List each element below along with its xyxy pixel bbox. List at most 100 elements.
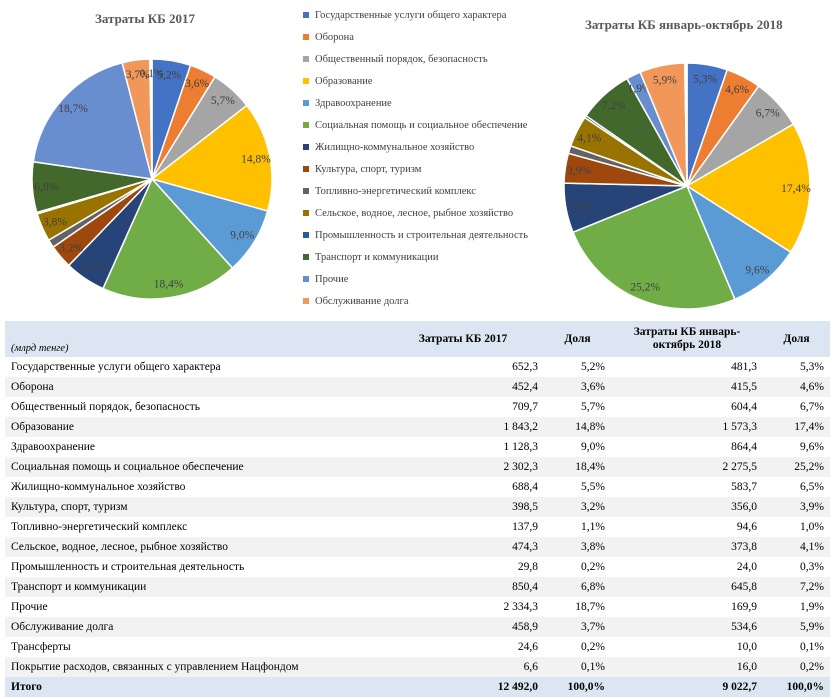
legend-swatch: [303, 56, 309, 62]
row-share-2018: 25,2%: [763, 457, 830, 477]
legend-label: Образование: [315, 75, 373, 87]
chart-title-2017: Затраты КБ 2017: [95, 11, 196, 26]
pie-2017-label-6: 5,5%: [81, 262, 105, 274]
pie-2018-label-3: 17,4%: [781, 183, 811, 195]
pie-2018-slice-15: [684, 62, 688, 187]
table-row: Государственные услуги общего характера 6…: [5, 357, 830, 377]
row-expenses-2017: 24,6: [517, 641, 538, 653]
pie-2017-label-2: 5,7%: [211, 95, 235, 107]
row-category: Топливно-энергетический комплекс: [11, 521, 188, 533]
row-share-2018: 9,6%: [800, 441, 824, 453]
row-expenses-2018: 481,3: [731, 361, 757, 373]
pie-chart-2017: 5,2% 3,6%5,7% 14,8% 9,0% 18,4% 5,5% 3,2% 3,8% 6,…: [31, 58, 273, 300]
legend-label: Прочие: [315, 273, 349, 285]
legend-item: Топливно-энергетический комплекс: [303, 180, 548, 202]
col-share-2018-header: Доля: [763, 321, 830, 357]
row-share-2018: 0,1%: [800, 641, 824, 653]
legend-item: Образование: [303, 70, 548, 92]
table-row: Культура, спорт, туризм 398,5 3,2% 356,0 3,9…: [5, 497, 830, 517]
row-share-2017: 5,5%: [581, 481, 605, 493]
pie-2018-label-4: 9,6%: [745, 264, 769, 276]
table-row: Жилищно-коммунальное хозяйство 688,4 5,5% 5…: [5, 477, 830, 497]
pie-2018-label-7: 3,9%: [567, 165, 591, 177]
legend-swatch: [303, 210, 309, 216]
pie-2018-slice-4: [685, 184, 792, 301]
expenses-table: (млрд тенге) Затраты КБ 2017 Доля Затрат…: [5, 321, 830, 697]
legend-swatch: [303, 144, 309, 150]
legend-label: Промышленность и строительная деятельнос…: [315, 229, 529, 241]
row-share-2018: 0,2%: [763, 657, 830, 677]
row-expenses-2017: 1 843,2: [382, 417, 544, 437]
pie-2017-label-4: 9,0%: [230, 230, 254, 242]
legend-item: Сельское, водное, лесное, рыбное хозяйст…: [303, 202, 548, 224]
legend-swatch: [303, 122, 309, 128]
row-share-2017: 0,1%: [544, 657, 611, 677]
row-expenses-2018: 94,6: [736, 521, 757, 533]
row-expenses-2018: 9 022,7: [611, 677, 763, 697]
table-row: Образование 1 843,2 14,8% 1 573,3 17,4%: [5, 417, 830, 437]
pie-2017-label-13: 3,7%: [126, 69, 150, 81]
row-share-2018: 5,9%: [763, 617, 830, 637]
row-expenses-2017: 2 334,3: [503, 601, 539, 613]
row-expenses-2017: 6,6: [382, 657, 544, 677]
row-category: Социальная помощь и социальное обеспечен…: [5, 457, 382, 477]
legend-item: Общественный порядок, безопасность: [303, 48, 548, 70]
row-share-2017: 0,2%: [581, 561, 605, 573]
legend-label: Социальная помощь и социальное обеспечен…: [315, 119, 528, 131]
row-expenses-2018: 645,8: [611, 577, 763, 597]
legend-swatch: [303, 166, 309, 172]
row-share-2017: 9,0%: [581, 441, 605, 453]
row-category: Здравоохранение: [11, 441, 96, 453]
chart-title-2018: Затраты КБ январь-октябрь 2018: [585, 17, 783, 32]
row-category: Обслуживание долга: [5, 617, 382, 637]
legend-swatch: [303, 232, 309, 238]
row-category: Жилищно-коммунальное хозяйство: [11, 481, 186, 493]
row-share-2018: 17,4%: [763, 417, 830, 437]
pie-2017-label-9: 3,8%: [43, 217, 67, 229]
row-share-2018: 1,9%: [800, 601, 824, 613]
table-row: Сельское, водное, лесное, рыбное хозяйст…: [5, 537, 830, 557]
legend-item: Здравоохранение: [303, 92, 548, 114]
table-header-row: (млрд тенге) Затраты КБ 2017 Доля Затрат…: [5, 321, 830, 357]
row-share-2018: 6,5%: [800, 481, 824, 493]
legend-item: Жилищно-коммунальное хозяйство: [303, 136, 548, 158]
table-total-row: Итого 12 492,0 100,0% 9 022,7 100,0%: [5, 677, 830, 697]
row-category: Покрытие расходов, связанных с управлени…: [5, 657, 382, 677]
row-expenses-2017: 2 302,3: [382, 457, 544, 477]
legend-swatch: [303, 100, 309, 106]
pie-2018-slice-3: [685, 123, 811, 254]
pie-2018-label-0: 5,3%: [693, 74, 717, 86]
col-expenses-2018-header-line2: октябрь 2018: [652, 339, 722, 351]
col-expenses-2017-header: Затраты КБ 2017: [382, 321, 544, 357]
row-share-2017: 3,8%: [544, 537, 611, 557]
row-expenses-2018: 583,7: [731, 481, 757, 493]
row-share-2017: 100,0%: [544, 677, 611, 697]
legend-item: Промышленность и строительная деятельнос…: [303, 224, 548, 246]
row-expenses-2018: 356,0: [611, 497, 763, 517]
table-row: Здравоохранение 1 128,3 9,0% 864,4 9,6%: [5, 437, 830, 457]
legend-label: Государственные услуги общего характера: [315, 9, 507, 21]
legend-item: Транспорт и коммуникации: [303, 246, 548, 268]
legend-label: Транспорт и коммуникации: [315, 251, 439, 263]
pie-2017-slice-5: [101, 177, 234, 300]
row-category: Итого: [5, 677, 382, 697]
row-share-2018: 3,9%: [763, 497, 830, 517]
legend-label: Здравоохранение: [315, 97, 392, 109]
row-share-2017: 6,8%: [544, 577, 611, 597]
row-expenses-2018: 415,5: [611, 377, 763, 397]
row-expenses-2018: 2 275,5: [611, 457, 763, 477]
row-share-2017: 3,6%: [544, 377, 611, 397]
pie-2017-slice-15: [150, 58, 153, 180]
row-share-2017: 3,7%: [544, 617, 611, 637]
row-expenses-2018: 169,9: [731, 601, 757, 613]
row-share-2017: 14,8%: [544, 417, 611, 437]
legend-label: Культура, спорт, туризм: [315, 163, 422, 175]
row-expenses-2017: 850,4: [382, 577, 544, 597]
table-row: Социальная помощь и социальное обеспечен…: [5, 457, 830, 477]
legend-swatch: [303, 276, 309, 282]
pie-2017-label-15: 0,1%: [140, 68, 164, 80]
pie-2017-label-12: 18,7%: [58, 103, 88, 115]
pie-2018-label-9: 4,1%: [577, 133, 601, 145]
row-expenses-2018: 604,4: [731, 401, 757, 413]
row-expenses-2017: 474,3: [382, 537, 544, 557]
